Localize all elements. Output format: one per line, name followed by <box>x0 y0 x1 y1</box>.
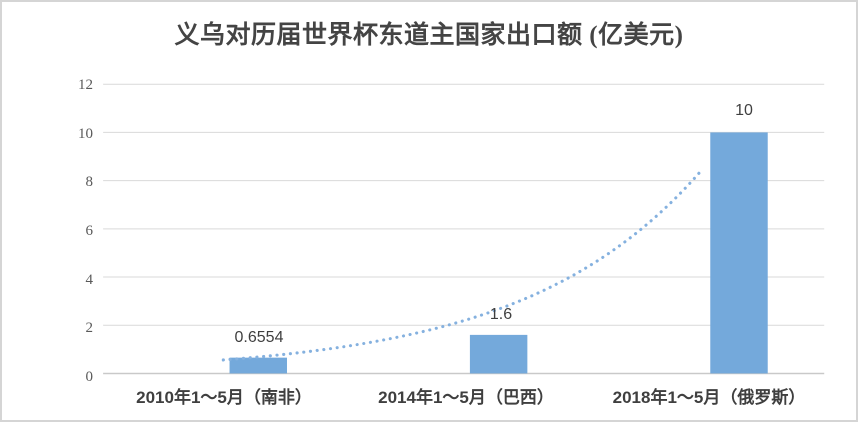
data-label: 0.6554 <box>234 329 284 346</box>
y-axis-tick: 8 <box>85 174 94 191</box>
y-axis-tick: 6 <box>85 223 94 239</box>
bar <box>229 357 287 374</box>
exponential-trendline <box>221 168 704 362</box>
y-axis-tick: 2 <box>85 320 94 337</box>
chart-title: 义乌对历届世界杯东道主国家出口额 (亿美元) <box>174 22 684 49</box>
bar <box>469 334 528 374</box>
x-axis-label: 2018年1～5月（俄罗斯） <box>612 388 806 407</box>
x-axis-label: 2010年1～5月（南非） <box>136 388 312 407</box>
data-label: 1.6 <box>489 306 513 323</box>
y-axis-tick: 12 <box>78 77 93 93</box>
data-label: 10 <box>735 102 753 119</box>
y-axis-tick: 0 <box>85 369 94 385</box>
bar <box>710 132 768 374</box>
y-axis-tick: 10 <box>78 125 93 142</box>
y-axis-tick: 4 <box>85 271 94 288</box>
x-axis-label: 2014年1～5月（巴西） <box>378 388 554 407</box>
